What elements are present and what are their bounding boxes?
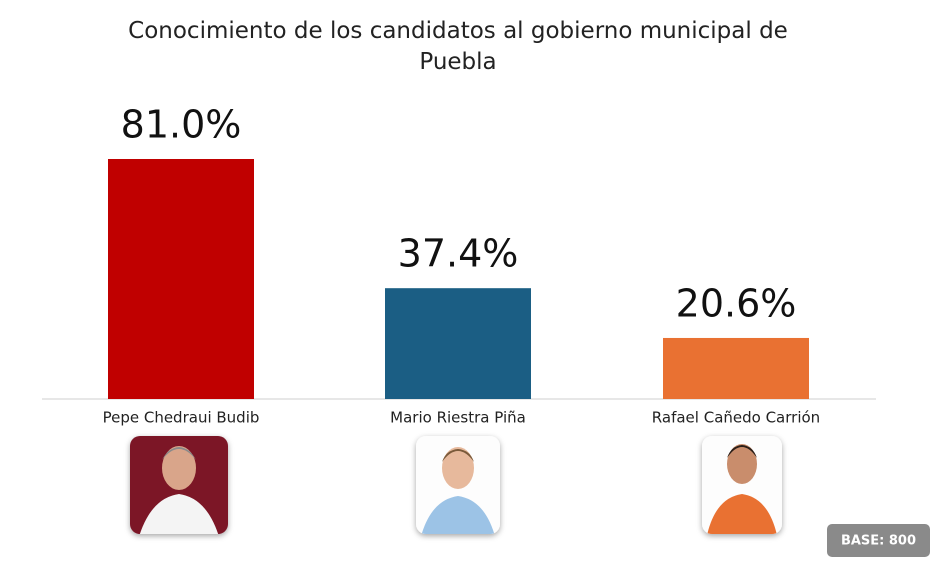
category-label: Mario Riestra Piña: [390, 409, 526, 427]
photo: [702, 436, 782, 534]
bar: [108, 159, 254, 399]
category-label: Pepe Chedraui Budib: [103, 409, 260, 427]
base-note: BASE: 800: [841, 534, 916, 549]
photo: [130, 436, 228, 534]
value-label: 81.0%: [121, 103, 242, 147]
value-label: 20.6%: [676, 281, 797, 325]
chart-title: Conocimiento de los candidatos al gobier…: [128, 18, 788, 75]
bar: [663, 337, 809, 399]
base-badge: [827, 524, 930, 557]
bar: [385, 288, 531, 399]
photo: [416, 436, 500, 534]
category-label: Rafael Cañedo Carrión: [652, 409, 820, 427]
value-label: 37.4%: [398, 232, 519, 276]
